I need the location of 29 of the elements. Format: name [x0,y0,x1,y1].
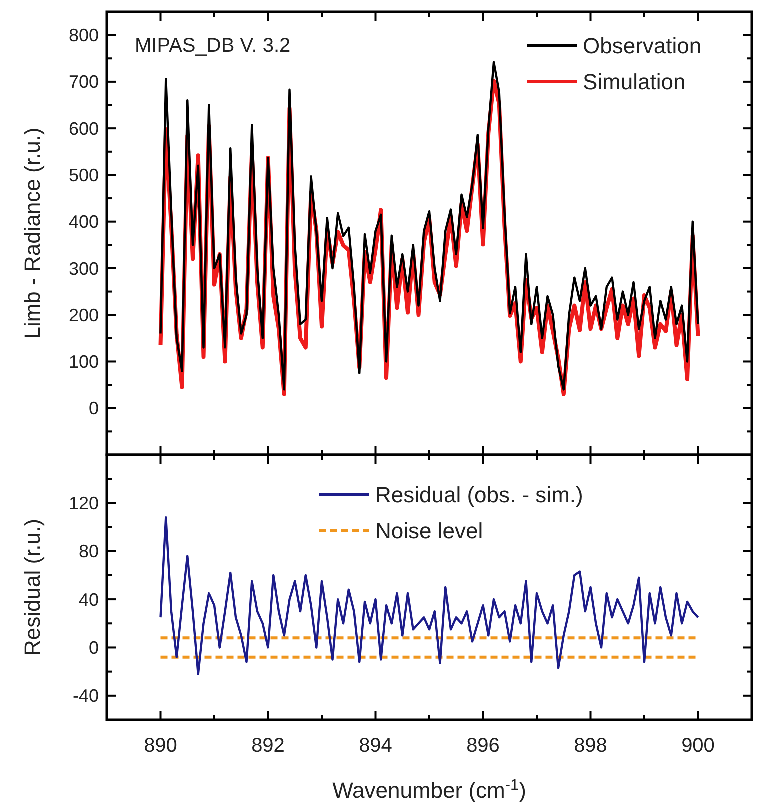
x-tick-label: 900 [682,735,715,757]
y-tick-label: 0 [88,398,99,419]
line-series [160,516,700,676]
x-tick-label: 894 [359,735,392,757]
y-tick-label: 300 [68,258,99,279]
y-axis-title: Residual (r.u.) [20,519,45,656]
legend-label: Noise level [376,518,484,544]
legend-label: Simulation [583,70,686,95]
y-tick-label: 0 [88,638,99,658]
y-tick-label: 100 [68,352,99,372]
y-tick-label: 200 [68,305,99,326]
y-axis-title: Limb - Radiance (r.u.) [20,128,45,340]
y-tick-label: -40 [72,686,99,706]
legend-label: Observation [583,34,702,59]
legend-label: Residual (obs. - sim.) [376,482,584,508]
y-tick-label: 500 [68,166,99,186]
y-tick-label: 400 [68,212,99,232]
x-tick-label: 898 [574,735,608,757]
y-tick-label: 40 [78,590,99,610]
x-tick-label: 896 [466,735,500,757]
annotation: MIPAS_DB V. 3.2 [135,35,291,57]
y-tick-label: 700 [68,72,99,92]
y-tick-label: 600 [68,118,99,139]
x-tick-label: 890 [144,735,178,757]
x-tick-label: 892 [252,735,285,757]
y-tick-label: 120 [68,493,99,514]
y-tick-label: 800 [68,26,99,46]
y-tick-label: 80 [78,542,99,562]
x-axis-title: Wavenumber (cm$^{-1}$) [332,776,526,803]
